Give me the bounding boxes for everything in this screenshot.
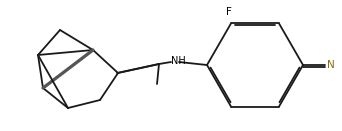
Text: NH: NH: [171, 56, 185, 66]
Text: F: F: [226, 7, 232, 17]
Text: N: N: [327, 61, 335, 70]
